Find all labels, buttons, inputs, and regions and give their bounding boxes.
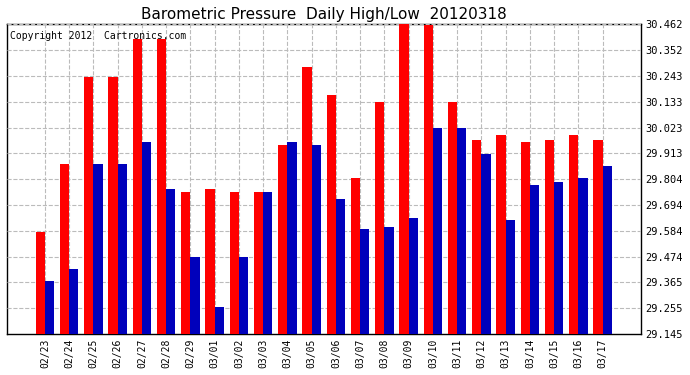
Bar (384, 227, 394, 334)
Bar (302, 67, 312, 334)
Bar (408, 217, 418, 334)
Bar (181, 192, 190, 334)
Bar (554, 182, 564, 334)
Bar (108, 76, 118, 334)
Bar (530, 184, 539, 334)
Bar (482, 154, 491, 334)
Bar (239, 258, 248, 334)
Bar (433, 128, 442, 334)
Bar (545, 140, 554, 334)
Bar (254, 192, 263, 334)
Bar (278, 145, 288, 334)
Bar (312, 145, 321, 334)
Bar (142, 142, 151, 334)
Bar (215, 307, 224, 334)
Bar (400, 22, 408, 334)
Bar (69, 269, 79, 334)
Bar (578, 178, 588, 334)
Title: Barometric Pressure  Daily High/Low  20120318: Barometric Pressure Daily High/Low 20120… (141, 7, 506, 22)
Bar (521, 142, 530, 334)
Bar (93, 164, 103, 334)
Bar (457, 128, 466, 334)
Bar (569, 135, 578, 334)
Bar (336, 199, 345, 334)
Bar (497, 135, 506, 334)
Bar (506, 220, 515, 334)
Bar (118, 164, 127, 334)
Bar (157, 39, 166, 334)
Bar (602, 166, 612, 334)
Bar (84, 76, 93, 334)
Bar (230, 192, 239, 334)
Bar (448, 102, 457, 334)
Bar (424, 25, 433, 334)
Bar (60, 164, 69, 334)
Text: Copyright 2012  Cartronics.com: Copyright 2012 Cartronics.com (10, 31, 186, 40)
Bar (206, 189, 215, 334)
Bar (190, 258, 199, 334)
Bar (360, 229, 369, 334)
Bar (593, 140, 602, 334)
Bar (263, 192, 273, 334)
Bar (36, 232, 45, 334)
Bar (45, 281, 55, 334)
Bar (327, 95, 336, 334)
Bar (288, 142, 297, 334)
Bar (375, 102, 384, 334)
Bar (132, 39, 142, 334)
Bar (166, 189, 175, 334)
Bar (472, 140, 482, 334)
Bar (351, 178, 360, 334)
